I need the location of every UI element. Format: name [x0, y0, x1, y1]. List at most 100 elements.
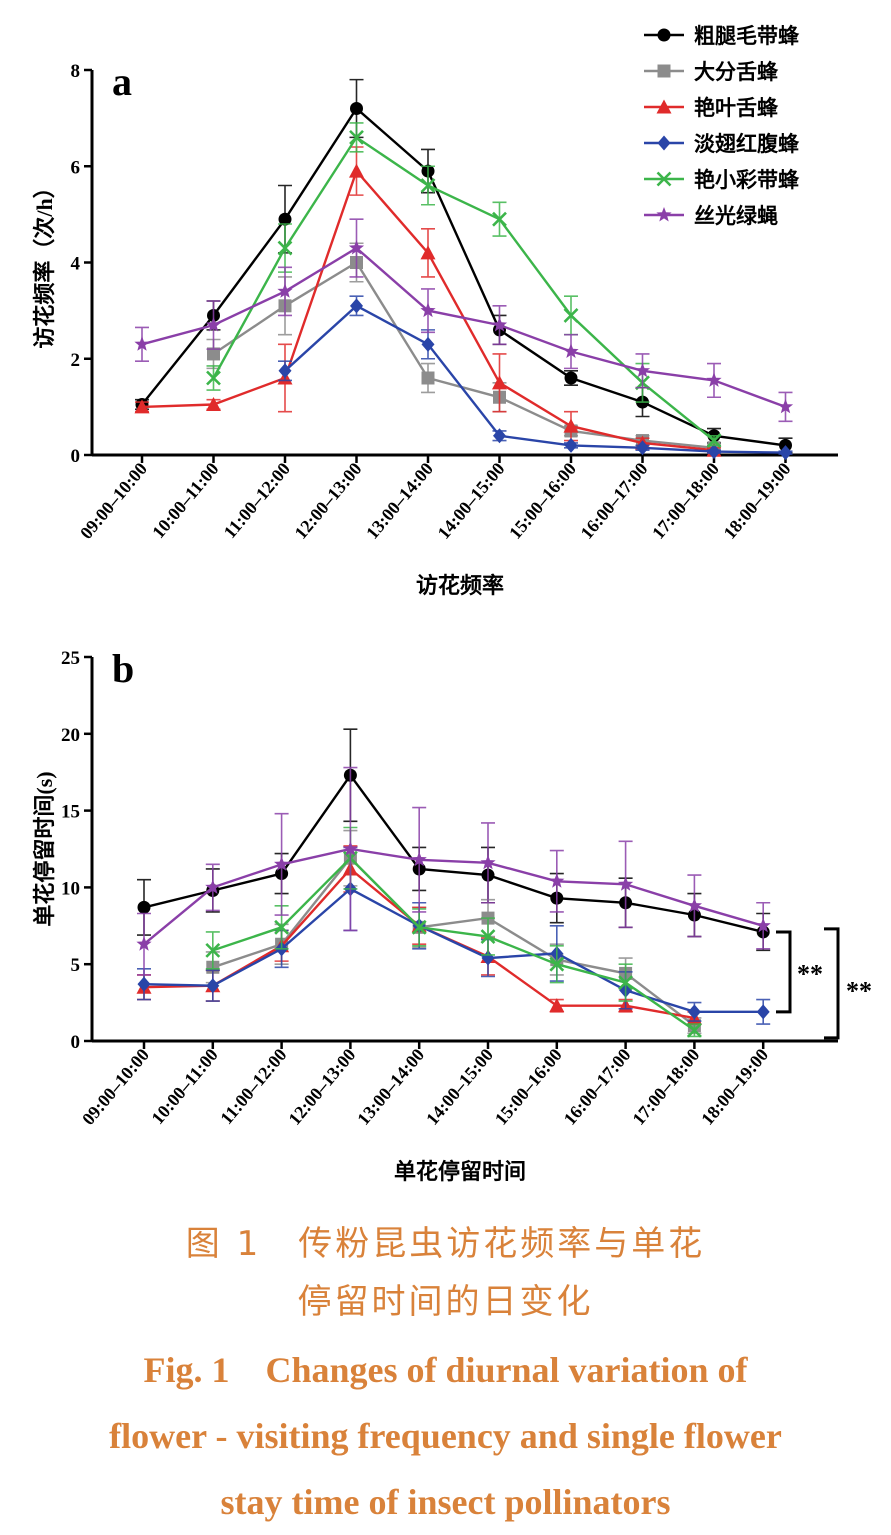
data-point	[563, 418, 579, 433]
data-point	[777, 398, 794, 414]
data-point	[137, 976, 151, 992]
data-point	[618, 876, 634, 891]
data-point	[348, 240, 365, 255]
series-line	[212, 135, 715, 442]
x-tick-label: 17:00–18:00	[648, 459, 723, 543]
data-point	[706, 433, 722, 448]
significance-label: **	[846, 977, 872, 1006]
series-line	[141, 246, 786, 409]
data-point	[206, 370, 221, 386]
series-line	[143, 773, 764, 934]
data-point	[549, 956, 565, 972]
x-tick-label: 09:00–10:00	[78, 1045, 153, 1129]
data-point	[350, 298, 363, 314]
data-point	[707, 444, 721, 460]
data-point	[206, 396, 221, 411]
significance-label: **	[797, 960, 823, 989]
data-point	[634, 362, 651, 378]
data-point	[779, 445, 792, 461]
data-point	[277, 283, 293, 298]
data-point	[618, 975, 634, 991]
series-2	[206, 242, 721, 455]
legend-item: 粗腿毛带蜂	[644, 24, 800, 48]
y-axis-title: 访花频率（次/h）	[32, 176, 57, 348]
panel-label: b	[112, 646, 134, 691]
x-tick-label: 15:00–16:00	[505, 459, 580, 543]
caption-en-line-2: flower - visiting frequency and single f…	[109, 1416, 782, 1456]
x-axis-title: 访花频率	[416, 573, 504, 598]
caption-en-line-1: Fig. 1 Changes of diurnal variation of	[143, 1350, 748, 1390]
data-point	[636, 440, 649, 456]
data-point	[480, 854, 496, 870]
y-axis-title: 单花停留时间(s)	[32, 771, 57, 926]
x-tick-label: 13:00–14:00	[353, 1045, 428, 1129]
x-tick-label: 14:00–15:00	[422, 1045, 497, 1129]
series-4	[278, 295, 793, 461]
series-line	[143, 887, 764, 1013]
legend-label: 艳小彩带蜂	[694, 168, 800, 192]
x-tick-label: 11:00–12:00	[216, 1045, 290, 1128]
y-tick-label: 15	[61, 802, 80, 823]
data-point	[549, 873, 565, 888]
series-line	[141, 106, 786, 447]
y-tick-label: 20	[61, 725, 80, 746]
data-point	[421, 371, 435, 385]
x-tick-label: 09:00–10:00	[76, 459, 151, 543]
data-point	[350, 102, 363, 115]
legend-marker	[656, 207, 672, 222]
series-line	[212, 856, 696, 1032]
x-tick-label: 10:00–11:00	[147, 1045, 221, 1128]
x-axis-title: 单花停留时间	[394, 1159, 526, 1184]
y-tick-label: 10	[61, 878, 80, 899]
data-point	[755, 917, 771, 933]
data-point	[277, 240, 293, 256]
legend-marker	[656, 171, 672, 187]
series-6	[134, 218, 794, 423]
x-tick-label: 12:00–13:00	[290, 459, 365, 543]
caption-en-line-3: stay time of insect pollinators	[220, 1482, 671, 1522]
significance-bracket	[824, 927, 840, 1040]
legend-label: 粗腿毛带蜂	[694, 24, 800, 48]
y-tick-label: 0	[71, 446, 81, 467]
legend-item: 艳叶舌蜂	[644, 96, 779, 120]
x-tick-label: 17:00–18:00	[628, 1045, 703, 1129]
data-point	[349, 163, 364, 178]
data-point	[411, 919, 427, 935]
data-point	[274, 856, 290, 871]
significance-bracket	[776, 930, 792, 1014]
series-1	[137, 728, 771, 952]
y-tick-label: 4	[71, 254, 81, 275]
data-point	[134, 399, 150, 414]
x-tick-label: 10:00–11:00	[148, 459, 222, 542]
y-tick-label: 0	[71, 1032, 81, 1053]
x-tick-label: 15:00–16:00	[491, 1045, 566, 1129]
data-point	[563, 308, 579, 323]
series-5	[205, 826, 702, 1038]
data-point	[549, 998, 565, 1013]
data-point	[564, 371, 578, 385]
legend-label: 大分舌蜂	[694, 60, 779, 84]
legend-item: 大分舌蜂	[644, 60, 779, 84]
data-point	[564, 437, 578, 453]
data-point	[420, 302, 436, 318]
data-point	[706, 372, 722, 387]
x-tick-label: 16:00–17:00	[560, 1045, 635, 1129]
data-point	[491, 317, 508, 332]
legend-marker	[656, 99, 672, 114]
x-tick-label: 13:00–14:00	[362, 459, 437, 543]
legend-label: 淡翅红腹蜂	[694, 132, 800, 156]
data-point	[349, 129, 364, 145]
x-tick-label: 18:00–19:00	[719, 459, 794, 543]
data-point	[420, 178, 436, 193]
legend-label: 丝光绿蝇	[694, 204, 778, 228]
data-point	[206, 978, 220, 994]
y-tick-label: 8	[71, 61, 81, 82]
data-point	[278, 212, 292, 226]
legend-marker	[657, 135, 671, 151]
legend-item: 丝光绿蝇	[644, 204, 778, 228]
series-line	[212, 856, 696, 1027]
series-line	[143, 847, 764, 946]
data-point	[205, 879, 221, 894]
y-tick-label: 6	[71, 157, 81, 178]
